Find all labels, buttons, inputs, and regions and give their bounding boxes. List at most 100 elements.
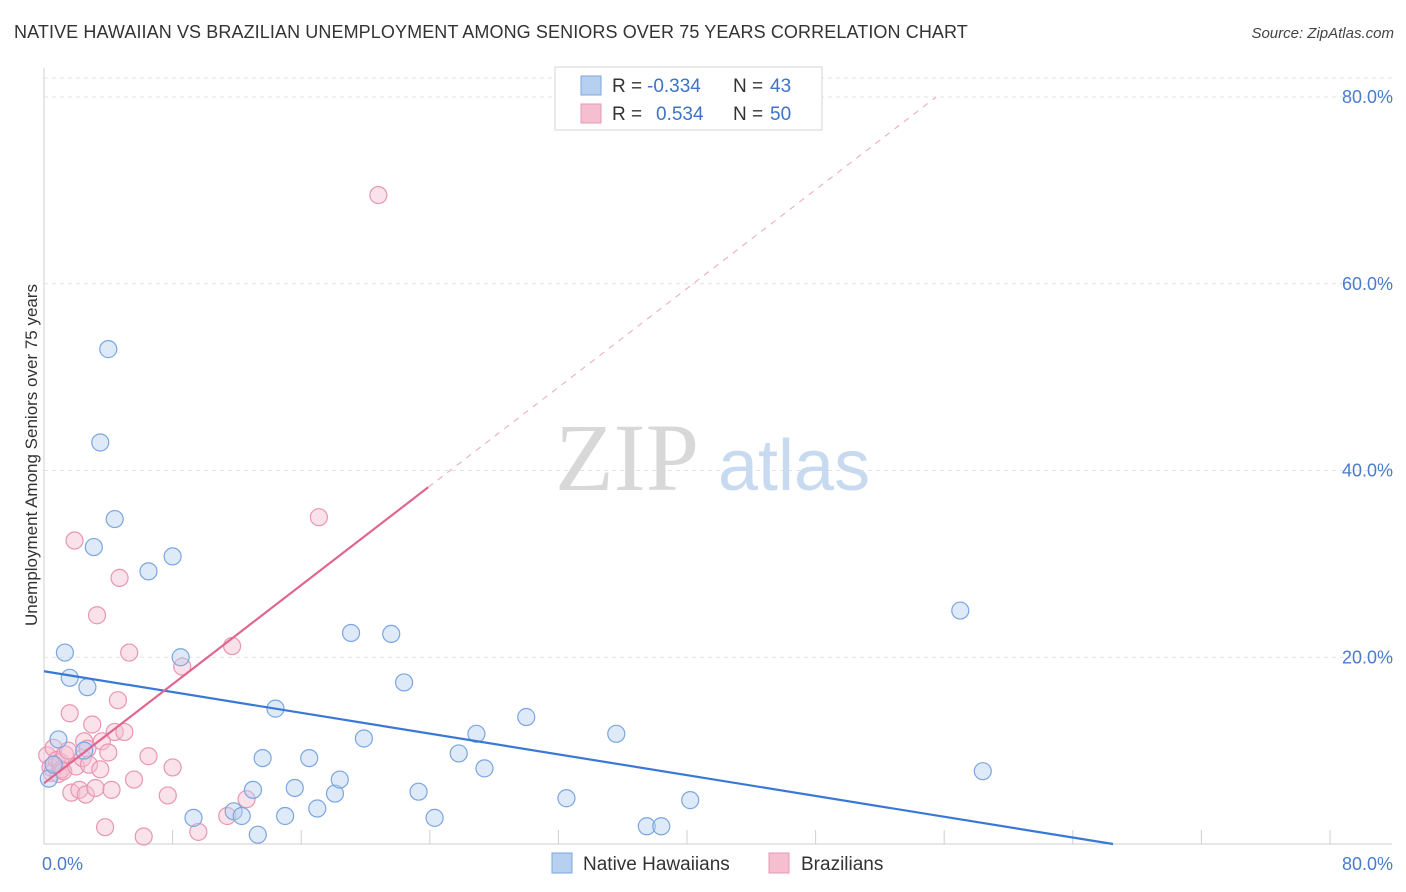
native-hawaiians-point-35 [475,759,494,778]
brazilians-point-36 [139,747,158,766]
brazilians-point-39 [173,657,192,676]
brazilians-point-38 [163,758,182,777]
brazilians-point-24 [91,760,110,779]
native-hawaiians-trend-line [43,670,1114,846]
brazilians-point-11 [60,704,79,723]
brazilians-point-23 [87,606,107,625]
native-hawaiians-point-3 [55,643,74,662]
bottom-legend-swatch-blue [551,852,573,874]
native-hawaiians-point-10 [105,509,124,529]
brazilians-point-27 [99,743,118,762]
native-hawaiians-point-23 [300,748,319,768]
brazilians-trend-extension [427,96,937,488]
native-hawaiians-point-36 [517,707,536,727]
native-hawaiians-point-28 [354,729,373,748]
legend-n-label-2: N = [733,104,763,125]
bottom-legend-native-hawaiians: Native Hawaiians [583,854,730,875]
native-hawaiians-point-41 [681,791,700,810]
brazilians-point-28 [102,780,121,799]
y-axis-label: Unemployment Among Seniors over 75 years [22,284,41,626]
legend-r-label-1: R = [612,76,642,97]
brazilians-point-30 [108,691,128,710]
native-hawaiians-point-6 [78,678,97,697]
series-legend: Native Hawaiians Brazilians [551,852,883,875]
brazilians-point-25 [92,732,111,751]
native-hawaiians-point-25 [325,784,345,803]
brazilians-point-13 [65,531,84,550]
native-hawaiians-point-21 [276,806,295,826]
brazilians-point-32 [115,722,134,742]
native-hawaiians-point-12 [163,547,182,566]
native-hawaiians-point-16 [232,806,251,826]
legend-swatch-pink [580,103,602,124]
x-tick-label-0: 0.0% [42,854,83,874]
legend-r-label-2: R = [612,104,642,125]
chart-source: Source: ZipAtlas.com [1251,25,1394,42]
bottom-legend-swatch-pink [768,852,790,874]
brazilians-point-33 [120,643,139,662]
brazilians-point-31 [110,568,129,587]
native-hawaiians-point-22 [285,778,304,798]
watermark-atlas: atlas [718,426,870,506]
native-hawaiians-point-33 [449,744,468,763]
native-hawaiians-point-30 [394,673,414,692]
native-hawaiians-point-18 [248,825,267,844]
tick-labels: 20.0% 40.0% 60.0% 80.0% 0.0% 80.0% [42,87,1393,874]
native-hawaiians-point-27 [341,623,361,643]
native-hawaiians-point-2 [49,730,68,749]
brazilians-point-18 [76,785,95,804]
native-hawaiians-point-7 [84,537,103,557]
native-hawaiians-point-42 [951,601,970,620]
native-hawaiians-point-29 [382,624,401,644]
y-tick-label-1: 40.0% [1342,461,1393,481]
chart-title: NATIVE HAWAIIAN VS BRAZILIAN UNEMPLOYMEN… [14,22,968,42]
watermark-zip: ZIP [555,404,699,511]
brazilians-trend-line [43,486,429,785]
native-hawaiians-points [39,340,992,844]
native-hawaiians-point-13 [171,648,190,667]
native-hawaiians-point-11 [139,562,158,581]
brazilians-point-34 [124,770,144,789]
brazilians-point-35 [134,827,153,846]
legend-n-label-1: N = [733,76,763,97]
correlation-legend: R = -0.334 N = 43 R = 0.534 N = 50 [554,66,823,131]
watermark: ZIP atlas [555,404,870,511]
brazilians-point-45 [369,185,388,205]
native-hawaiians-point-26 [330,770,349,789]
native-hawaiians-point-19 [253,748,272,768]
native-hawaiians-point-43 [973,762,992,781]
native-hawaiians-point-31 [409,782,428,801]
native-hawaiians-point-34 [467,724,486,743]
brazilians-point-42 [222,636,242,656]
brazilians-point-43 [237,790,256,809]
brazilians-point-21 [83,715,102,734]
native-hawaiians-point-39 [637,817,656,836]
native-hawaiians-point-32 [425,808,444,827]
legend-r-value-2: 0.534 [656,104,704,125]
grid-lines [44,77,1392,658]
native-hawaiians-point-40 [652,817,671,836]
brazilians-point-22 [86,778,105,798]
bottom-legend-brazilians: Brazilians [801,854,883,875]
trend-lines [43,96,1114,846]
brazilians-point-29 [105,722,124,742]
native-hawaiians-point-1 [44,755,63,774]
native-hawaiians-point-8 [91,433,110,452]
native-hawaiians-point-14 [184,808,203,827]
axes [43,68,1392,845]
brazilians-points [38,185,388,846]
legend-r-value-1: -0.334 [647,76,701,97]
brazilians-point-44 [309,508,328,527]
legend-n-value-1: 43 [770,76,791,97]
brazilians-point-26 [95,818,115,837]
brazilians-point-20 [79,755,99,774]
native-hawaiians-point-9 [99,340,118,359]
native-hawaiians-point-37 [557,789,576,808]
native-hawaiians-point-24 [308,799,327,818]
native-hawaiians-point-4 [60,668,79,687]
brazilians-point-37 [158,786,177,805]
y-tick-label-0: 20.0% [1342,647,1393,667]
native-hawaiians-point-17 [243,780,263,799]
y-tick-label-2: 60.0% [1342,274,1393,294]
